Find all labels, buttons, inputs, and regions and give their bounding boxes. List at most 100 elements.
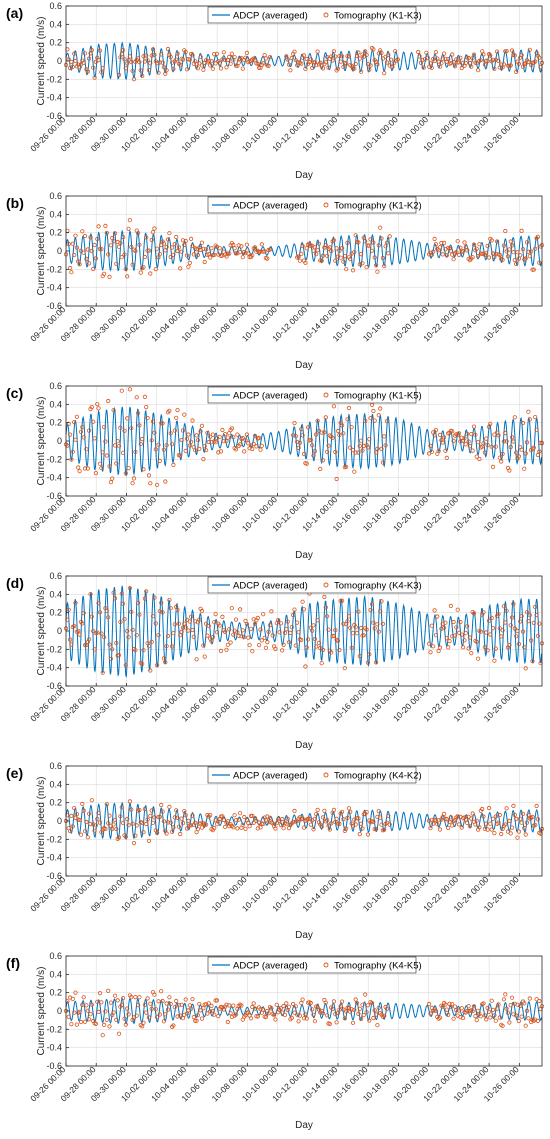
- tomography-point: [82, 466, 88, 471]
- tomography-point: [474, 818, 479, 823]
- tomography-point: [296, 630, 301, 635]
- tomography-point: [259, 443, 264, 448]
- tomography-point: [99, 247, 104, 252]
- tomography-point: [89, 404, 94, 410]
- tomography-point: [344, 1009, 349, 1014]
- tomography-point: [240, 822, 245, 827]
- tomography-point: [342, 254, 347, 259]
- tomography-point: [386, 251, 391, 256]
- tomography-point: [526, 249, 531, 254]
- tomography-point: [494, 49, 500, 54]
- tomography-point: [448, 603, 453, 609]
- tomography-point: [375, 814, 380, 819]
- y-tick-label: -0.6: [46, 301, 62, 311]
- tomography-point: [206, 439, 211, 445]
- tomography-point: [299, 426, 304, 432]
- tomography-point: [167, 995, 172, 1000]
- tomography-point: [137, 807, 142, 813]
- legend-box: [207, 196, 417, 214]
- tomography-point: [522, 825, 527, 831]
- y-tick-label: 0.2: [49, 798, 62, 808]
- tomography-point: [167, 408, 172, 413]
- panel-c: (c)-0.6-0.4-0.200.20.40.609-26 00:0009-2…: [6, 381, 545, 561]
- tomography-point: [160, 610, 165, 615]
- tomography-point: [164, 1001, 169, 1006]
- tomography-point: [235, 432, 240, 437]
- panel-b: (b)-0.6-0.4-0.200.20.40.609-26 00:0009-2…: [6, 191, 545, 371]
- tomography-point: [482, 644, 487, 650]
- tomography-point: [146, 1015, 152, 1020]
- tomography-point: [281, 826, 286, 831]
- tomography-point: [474, 1017, 479, 1023]
- tomography-point: [223, 824, 228, 830]
- legend-tomography-swatch: [323, 962, 329, 968]
- tomography-point: [311, 248, 316, 253]
- tomography-point: [258, 825, 263, 830]
- tomography-point: [244, 432, 249, 437]
- tomography-point: [462, 638, 467, 643]
- tomography-point: [322, 808, 327, 813]
- tomography-point: [148, 271, 153, 276]
- tomography-point: [481, 441, 486, 446]
- tomography-point: [330, 435, 335, 440]
- tomography-point: [455, 607, 460, 612]
- tomography-point: [372, 255, 377, 260]
- tomography-point: [342, 1016, 347, 1021]
- tomography-point: [99, 631, 104, 636]
- tomography-point: [186, 818, 191, 824]
- tomography-point: [168, 606, 173, 611]
- tomography-point: [174, 808, 179, 813]
- tomography-point: [102, 424, 107, 430]
- tomography-point: [375, 1023, 380, 1028]
- tomography-point: [481, 814, 486, 819]
- tomography-point: [456, 431, 462, 436]
- tomography-point: [231, 435, 236, 440]
- tomography-point: [497, 812, 502, 818]
- tomography-point: [439, 61, 444, 66]
- tomography-point: [488, 821, 493, 826]
- tomography-point: [258, 1007, 263, 1012]
- tomography-point: [178, 1013, 183, 1018]
- tomography-point: [322, 430, 327, 435]
- tomography-point: [88, 592, 93, 597]
- y-tick-label: 0.2: [49, 988, 62, 998]
- tomography-point: [305, 425, 311, 430]
- tomography-point: [108, 656, 114, 662]
- tomography-point: [69, 813, 74, 819]
- tomography-point: [164, 644, 169, 649]
- tomography-point: [440, 1004, 445, 1009]
- tomography-point: [477, 825, 482, 830]
- panel-e: (e)-0.6-0.4-0.200.20.40.609-26 00:0009-2…: [6, 761, 545, 941]
- y-axis-label: Current speed (m/s): [36, 967, 47, 1056]
- y-tick-label: 0.6: [49, 1, 62, 11]
- tomography-point: [357, 262, 362, 267]
- tomography-point: [527, 613, 532, 618]
- tomography-point: [301, 1016, 307, 1021]
- legend-tomography-swatch: [323, 772, 329, 778]
- tomography-point: [299, 637, 304, 643]
- tomography-point: [382, 434, 387, 439]
- tomography-point: [168, 1001, 173, 1007]
- tomography-point: [140, 436, 145, 442]
- tomography-point: [96, 406, 101, 411]
- tomography-point: [463, 244, 468, 250]
- tomography-point: [69, 59, 74, 64]
- tomography-point: [204, 247, 209, 252]
- tomography-point: [255, 61, 260, 67]
- tomography-point: [233, 1012, 239, 1017]
- tomography-point: [286, 640, 292, 645]
- tomography-point: [341, 431, 346, 436]
- tomography-point: [164, 831, 169, 836]
- tomography-point: [519, 52, 524, 58]
- tomography-point: [163, 660, 168, 665]
- tomography-point: [165, 820, 171, 825]
- tomography-point: [170, 644, 175, 649]
- tomography-point: [209, 1003, 214, 1009]
- tomography-point: [308, 1000, 313, 1006]
- tomography-point: [183, 997, 188, 1002]
- tomography-point: [224, 647, 229, 652]
- tomography-point: [156, 633, 161, 638]
- tomography-point: [353, 450, 358, 455]
- tomography-point: [384, 60, 390, 65]
- tomography-point: [437, 827, 443, 832]
